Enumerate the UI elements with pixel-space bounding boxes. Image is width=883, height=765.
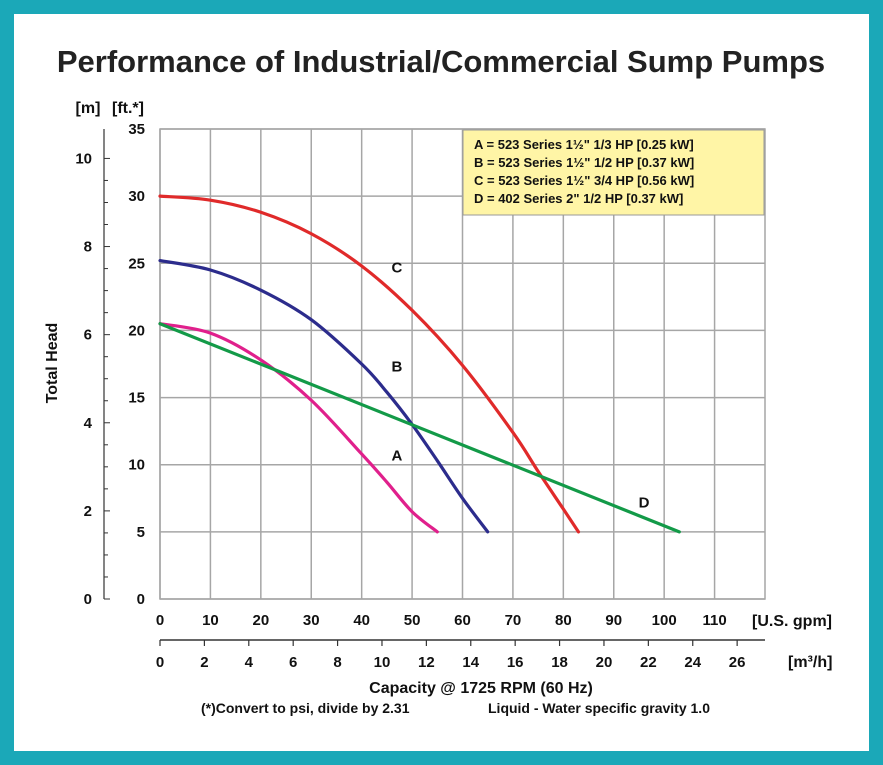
footnote: (*)Convert to psi, divide by 2.31 xyxy=(201,700,410,716)
x2-unit-label: [m³/h] xyxy=(788,654,832,671)
x-tick-label: 30 xyxy=(303,612,320,629)
x2-tick-label: 12 xyxy=(418,654,435,671)
y-tick-label: 20 xyxy=(128,322,145,339)
y-tick-label: 35 xyxy=(128,121,145,138)
x-tick-label: 100 xyxy=(652,612,677,629)
x2-tick-label: 14 xyxy=(462,654,479,671)
y2-tick-label: 4 xyxy=(84,415,93,432)
legend-entry-c: C = 523 Series 1½" 3/4 HP [0.56 kW] xyxy=(474,173,694,188)
x-tick-label: 50 xyxy=(404,612,421,629)
legend-entry-a: A = 523 Series 1½" 1/3 HP [0.25 kW] xyxy=(474,137,694,152)
series-line-a xyxy=(158,322,439,534)
x2-tick-label: 22 xyxy=(640,654,657,671)
x-tick-label: 110 xyxy=(702,612,726,629)
y2-tick-label: 6 xyxy=(84,327,92,344)
x2-tick-label: 18 xyxy=(551,654,568,671)
y-tick-label: 0 xyxy=(137,591,145,608)
x2-tick-label: 10 xyxy=(374,654,391,671)
y-tick-label: 15 xyxy=(128,390,145,407)
series-group xyxy=(158,194,681,534)
curve-label-c: C xyxy=(392,259,403,276)
series-line-b xyxy=(158,259,490,534)
x-tick-label: 40 xyxy=(353,612,370,629)
y-tick-label: 5 xyxy=(137,524,145,541)
y-unit-label: [ft.*] xyxy=(112,100,144,117)
legend-entry-b: B = 523 Series 1½" 1/2 HP [0.37 kW] xyxy=(474,155,694,170)
x-tick-label: 90 xyxy=(605,612,622,629)
y2-tick-label: 0 xyxy=(84,591,92,608)
x2-tick-label: 6 xyxy=(289,654,297,671)
x-tick-label: 60 xyxy=(454,612,471,629)
x-axis-title: Capacity @ 1725 RPM (60 Hz) xyxy=(369,680,593,697)
curve-label-a: A xyxy=(392,447,403,464)
legend-box xyxy=(462,129,765,216)
chart-title: Performance of Industrial/Commercial Sum… xyxy=(57,44,825,79)
x2-tick-label: 26 xyxy=(729,654,746,671)
x2-tick-label: 0 xyxy=(156,654,164,671)
x2-tick-label: 8 xyxy=(333,654,341,671)
x-unit-label: [U.S. gpm] xyxy=(752,613,832,630)
x2-tick-label: 16 xyxy=(507,654,524,671)
curve-label-b: B xyxy=(392,359,403,376)
legend-entry-d: D = 402 Series 2" 1/2 HP [0.37 kW] xyxy=(474,191,683,206)
y-tick-label: 25 xyxy=(128,255,145,272)
x-tick-label: 10 xyxy=(202,612,219,629)
series-line-c xyxy=(158,194,581,534)
y2-tick-label: 10 xyxy=(75,150,92,167)
y-axis-title: Total Head xyxy=(44,323,61,404)
y2-tick-label: 2 xyxy=(84,503,92,520)
x2-tick-label: 20 xyxy=(596,654,613,671)
y2-unit-label: [m] xyxy=(76,100,101,117)
x-tick-label: 20 xyxy=(252,612,269,629)
y2-tick-label: 8 xyxy=(84,239,92,256)
x2-tick-label: 4 xyxy=(245,654,254,671)
y-tick-label: 10 xyxy=(128,457,145,474)
x-tick-label: 80 xyxy=(555,612,572,629)
x2-tick-label: 2 xyxy=(200,654,208,671)
curve-label-d: D xyxy=(639,494,650,511)
liquid-note: Liquid - Water specific gravity 1.0 xyxy=(488,700,710,716)
x2-tick-label: 24 xyxy=(684,654,701,671)
x-tick-label: 70 xyxy=(505,612,522,629)
curve-labels: A B C D xyxy=(392,259,650,511)
series-line-d xyxy=(158,322,681,534)
x-tick-label: 0 xyxy=(156,612,164,629)
y-tick-label: 30 xyxy=(128,188,145,205)
